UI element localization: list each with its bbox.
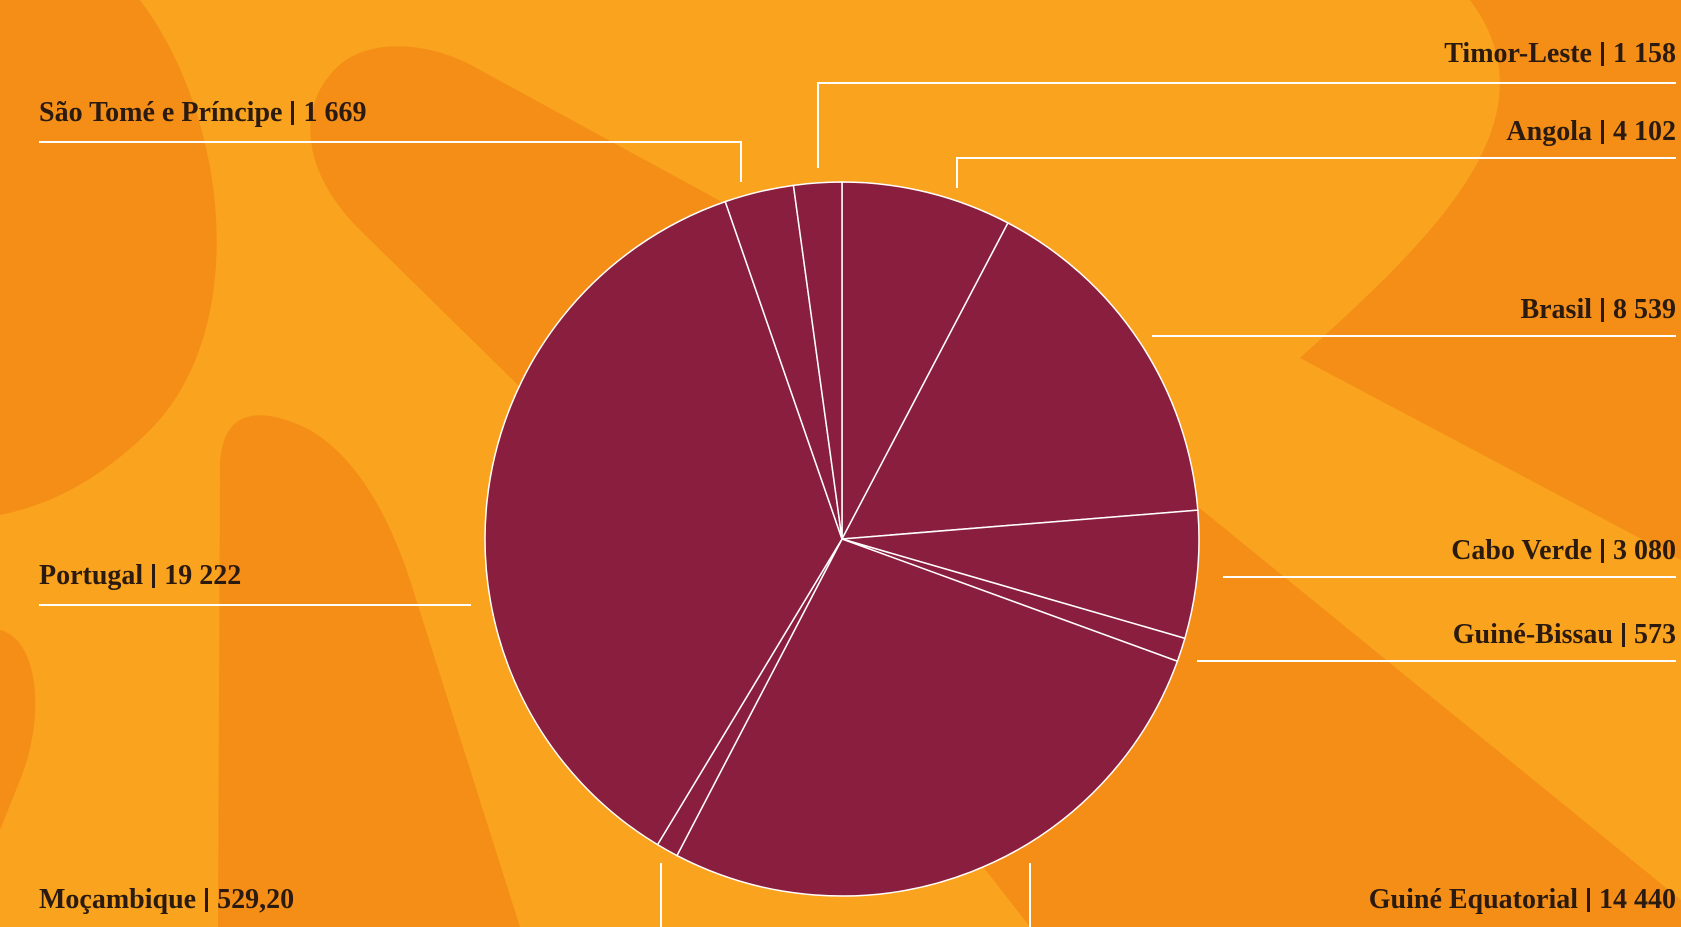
separator: [1601, 42, 1604, 66]
slice-label: Guiné-Bissau 573: [1453, 618, 1676, 652]
category-name: Timor-Leste: [1444, 38, 1592, 69]
value-label: 573: [1634, 619, 1676, 650]
value-label: 19 222: [164, 560, 242, 591]
slice-label: Timor-Leste 1 158: [1444, 37, 1676, 71]
slice-label: Portugal 19 222: [39, 559, 241, 593]
separator: [205, 888, 209, 912]
value-label: 1 669: [303, 97, 367, 128]
category-name: Guiné-Bissau: [1452, 619, 1613, 650]
separator: [152, 564, 156, 588]
slice-label: Cabo Verde 3 080: [1451, 534, 1676, 568]
separator: [291, 101, 295, 125]
pie-slice: [841, 181, 1009, 540]
category-name: Brasil: [1520, 294, 1592, 325]
category-name: Guiné Equatorial: [1368, 884, 1578, 915]
value-label: 3 080: [1613, 535, 1676, 566]
value-label: 8 539: [1613, 294, 1676, 325]
category-name: Portugal: [39, 560, 144, 591]
slice-label: Guiné Equatorial 14 440: [1369, 883, 1676, 917]
leader-lines: [39, 82, 1676, 927]
separator: [1601, 539, 1604, 563]
slice-label: São Tomé e Príncipe 1 669: [39, 96, 366, 130]
value-label: 4 102: [1613, 116, 1676, 147]
pie-slice: [675, 538, 1179, 897]
pie-slice: [841, 509, 1200, 640]
value-label: 1 158: [1613, 38, 1676, 69]
slice-label: Angola 4 102: [1506, 115, 1676, 149]
pie-slice: [484, 200, 843, 846]
value-label: 529,20: [217, 884, 295, 915]
separator: [1601, 298, 1604, 322]
separator: [1601, 120, 1604, 144]
pie-slice: [792, 181, 843, 540]
category-name: São Tomé e Príncipe: [39, 97, 283, 128]
separator: [1587, 888, 1590, 912]
value-label: 14 440: [1599, 884, 1676, 915]
category-name: Angola: [1506, 116, 1592, 147]
slice-label: Brasil 8 539: [1520, 293, 1676, 327]
separator: [1622, 623, 1625, 647]
category-name: Cabo Verde: [1451, 535, 1592, 566]
category-name: Moçambique: [39, 884, 197, 915]
pie-slice: [840, 221, 1199, 540]
slice-label: Moçambique 529,20: [39, 883, 294, 917]
